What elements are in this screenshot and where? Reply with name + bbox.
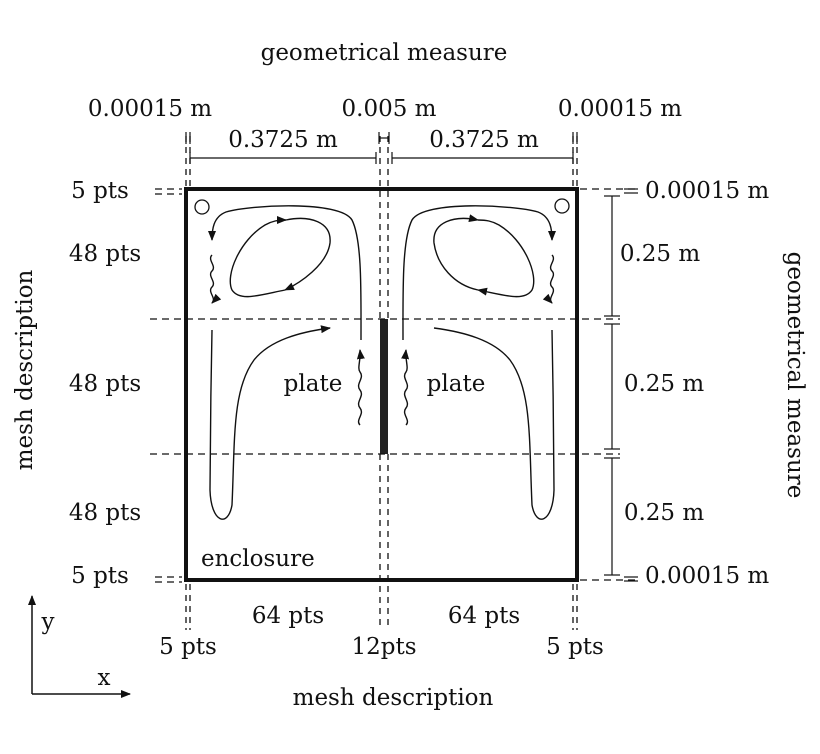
right-dimensions — [604, 188, 638, 582]
top-left-width-label: 0.3725 m — [228, 127, 338, 153]
bottom-left-pts: 64 pts — [252, 603, 324, 629]
bottom-center-pts: 12pts — [351, 634, 416, 660]
top-right-width-label: 0.3725 m — [429, 127, 539, 153]
top-title: geometrical measure — [261, 40, 508, 66]
right-bottom-thin: 0.00015 m — [645, 563, 769, 589]
axis-x-label: x — [98, 665, 111, 691]
right-lower-h: 0.25 m — [624, 500, 705, 526]
vertical-dashed-lines — [185, 136, 578, 630]
left-middle-pts: 48 pts — [69, 371, 141, 397]
enclosure-box — [184, 187, 579, 582]
left-title: mesh description — [12, 269, 38, 470]
bottom-title: mesh description — [293, 685, 494, 711]
corner-circle-left — [194, 199, 210, 215]
top-dimensions — [185, 132, 578, 164]
enclosure-label: enclosure — [201, 546, 315, 572]
right-top-thin: 0.00015 m — [645, 178, 769, 204]
bottom-left-edge-pts: 5 pts — [159, 634, 217, 660]
bottom-right-edge-pts: 5 pts — [546, 634, 604, 660]
plate-label-left: plate — [284, 371, 343, 397]
corner-circle-right — [554, 198, 570, 214]
plate-bar — [380, 319, 388, 454]
xy-axes — [28, 595, 131, 698]
top-right-thin-label: 0.00015 m — [558, 96, 682, 122]
right-title: geometrical measure — [782, 252, 808, 499]
axis-y-label: y — [41, 609, 55, 635]
flow-streamlines — [208, 205, 556, 520]
right-middle-h: 0.25 m — [624, 371, 705, 397]
left-lower-pts: 48 pts — [69, 500, 141, 526]
plate-label-right: plate — [427, 371, 486, 397]
left-bottom-pts: 5 pts — [71, 563, 129, 589]
horizontal-dashed-lines — [150, 188, 640, 583]
left-top-pts: 5 pts — [71, 178, 129, 204]
top-left-thin-label: 0.00015 m — [88, 96, 212, 122]
left-upper-pts: 48 pts — [69, 241, 141, 267]
right-upper-h: 0.25 m — [620, 241, 701, 267]
top-plate-label: 0.005 m — [342, 96, 437, 122]
bottom-right-pts: 64 pts — [448, 603, 520, 629]
